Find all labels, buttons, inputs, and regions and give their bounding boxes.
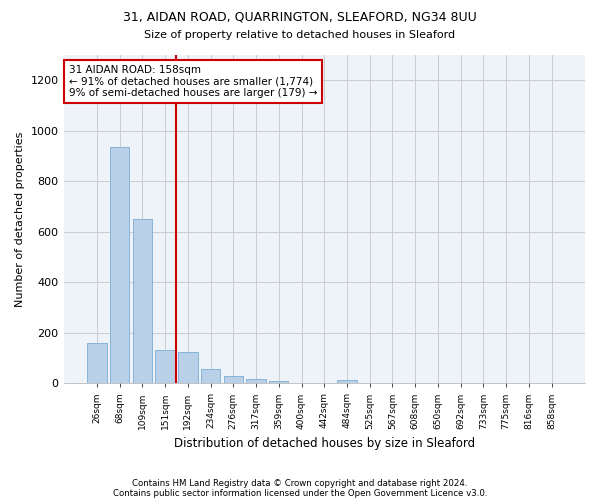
Bar: [110, 147, 130, 384]
Text: Size of property relative to detached houses in Sleaford: Size of property relative to detached ho…: [145, 30, 455, 40]
Bar: [224, 376, 243, 384]
Bar: [201, 368, 220, 384]
Bar: [247, 379, 266, 384]
Text: Contains public sector information licensed under the Open Government Licence v3: Contains public sector information licen…: [113, 488, 487, 498]
Y-axis label: Number of detached properties: Number of detached properties: [15, 132, 25, 307]
Text: 31 AIDAN ROAD: 158sqm
← 91% of detached houses are smaller (1,774)
9% of semi-de: 31 AIDAN ROAD: 158sqm ← 91% of detached …: [69, 65, 317, 98]
Bar: [155, 350, 175, 384]
Text: 31, AIDAN ROAD, QUARRINGTON, SLEAFORD, NG34 8UU: 31, AIDAN ROAD, QUARRINGTON, SLEAFORD, N…: [123, 10, 477, 23]
Text: Contains HM Land Registry data © Crown copyright and database right 2024.: Contains HM Land Registry data © Crown c…: [132, 478, 468, 488]
Bar: [178, 352, 197, 384]
X-axis label: Distribution of detached houses by size in Sleaford: Distribution of detached houses by size …: [174, 437, 475, 450]
Bar: [133, 219, 152, 384]
Bar: [337, 380, 356, 384]
Bar: [87, 343, 107, 384]
Bar: [269, 380, 289, 384]
